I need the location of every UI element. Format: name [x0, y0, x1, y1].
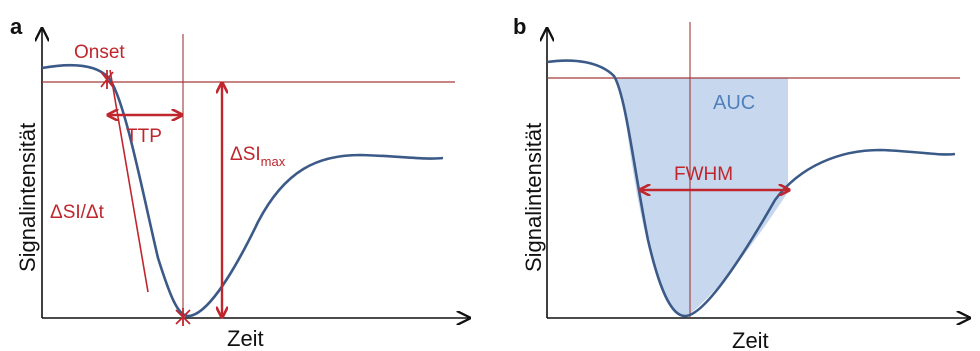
panel-a: a Signalintensität Zeit On: [10, 14, 468, 351]
panel-b-auc-label: AUC: [713, 92, 755, 114]
panel-b-y-axis-label: Signalintensität: [521, 123, 546, 272]
panel-a-y-axis-label: Signalintensität: [15, 123, 40, 272]
panel-a-x-axis-label: Zeit: [227, 326, 264, 351]
panel-a-dsi-max-main: ΔSI: [230, 144, 261, 165]
panel-a-ttp-label: TTP: [126, 126, 162, 147]
panel-a-dsi-max-label: ΔSImax: [230, 144, 286, 169]
panel-b-letter: b: [513, 14, 526, 39]
panel-a-signal-curve: [41, 63, 444, 318]
panel-b-auc-area: [616, 78, 788, 317]
panel-a-slope-label: ΔSI/Δt: [50, 202, 105, 223]
panel-a-onset-label: Onset: [74, 42, 125, 63]
panel-a-onset-marker: [100, 70, 114, 89]
panel-b-signal-curve: [546, 59, 956, 318]
panel-a-minimum-marker: [175, 308, 191, 326]
panel-b-fwhm-label: FWHM: [674, 164, 733, 185]
panel-a-slope-tangent: [109, 69, 149, 293]
panel-a-dsi-max-subscript: max: [261, 154, 286, 169]
panel-b: b Signalintensität Zeit AUC FWHM: [513, 14, 968, 351]
panel-b-x-axis-label: Zeit: [732, 328, 769, 351]
panel-a-letter: a: [10, 14, 23, 39]
